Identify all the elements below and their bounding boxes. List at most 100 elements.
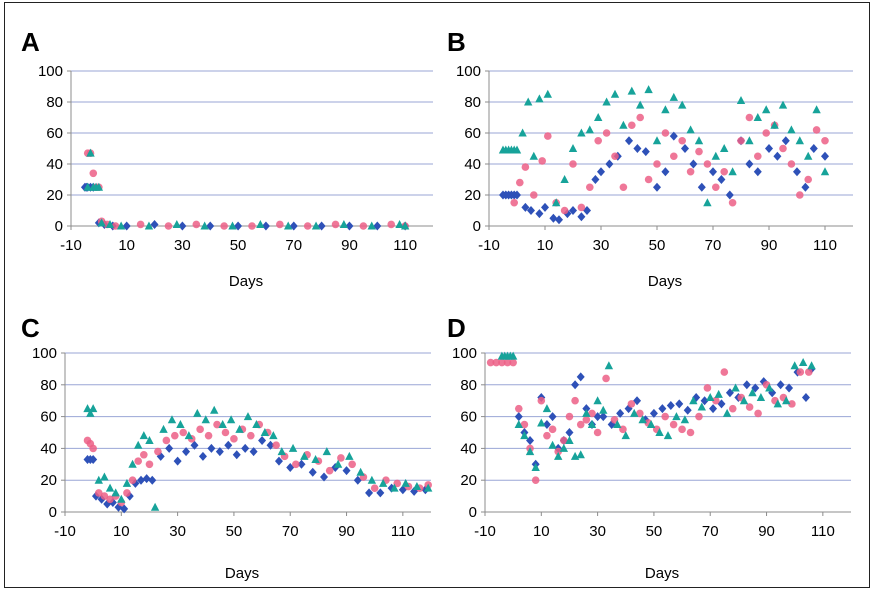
data-point-triangle	[542, 404, 552, 413]
data-point-triangle	[86, 408, 95, 417]
data-point-circle	[619, 183, 628, 192]
data-point-circle	[213, 420, 221, 429]
data-point-triangle	[714, 389, 723, 398]
data-point-triangle	[243, 412, 253, 421]
data-point-circle	[678, 136, 686, 145]
data-point-triangle	[689, 396, 698, 405]
data-point-triangle	[655, 428, 664, 436]
y-tick-label: 20	[40, 472, 57, 489]
data-point-triangle	[311, 455, 320, 464]
data-point-circle	[276, 220, 284, 229]
y-tick-label: 60	[464, 125, 481, 142]
data-point-diamond	[317, 221, 326, 231]
data-point-diamond	[165, 443, 174, 453]
data-point-diamond	[709, 404, 718, 414]
data-point-circle	[788, 400, 796, 408]
data-point-circle	[636, 113, 644, 122]
data-point-circle	[686, 428, 695, 437]
data-point-circle	[106, 495, 114, 504]
x-tick-label: 70	[285, 237, 302, 254]
x-tick-label: 10	[537, 237, 554, 254]
panel-b: B 0 20 40 60 80 100 -10 10 30 50 70 90 110 Days	[447, 27, 853, 290]
data-point-triangle	[762, 105, 771, 114]
x-tick-label: 70	[702, 523, 719, 540]
y-tick-label: 100	[456, 63, 481, 80]
data-point-triangle	[537, 418, 546, 427]
data-point-diamond	[178, 221, 187, 231]
data-point-triangle	[288, 443, 298, 452]
data-point-diamond	[599, 412, 608, 422]
data-point-diamond	[120, 504, 129, 514]
data-point-triangle	[529, 151, 538, 160]
data-point-circle	[359, 222, 368, 230]
data-point-circle	[171, 431, 179, 440]
data-point-circle	[94, 489, 103, 497]
data-point-diamond	[548, 412, 557, 422]
data-point-diamond	[683, 405, 692, 415]
y-tick-label: 80	[46, 94, 63, 111]
data-point-triangle	[145, 435, 154, 444]
data-point-triangle	[122, 478, 132, 487]
data-point-triangle	[524, 97, 533, 106]
data-point-circle	[745, 113, 754, 122]
data-point-circle	[89, 169, 98, 178]
data-point-triangle	[630, 408, 639, 417]
data-point-circle	[754, 152, 762, 161]
x-tick-label: -10	[474, 523, 496, 540]
data-point-circle	[192, 220, 201, 229]
y-tick-label: 20	[464, 187, 481, 204]
data-point-circle	[123, 489, 131, 497]
data-point-circle	[370, 484, 379, 492]
data-point-triangle	[568, 144, 578, 152]
data-point-circle	[140, 450, 148, 459]
data-point-triangle	[512, 145, 522, 154]
data-point-triangle	[582, 408, 591, 417]
data-point-triangle	[812, 105, 821, 114]
data-point-circle	[669, 420, 678, 429]
data-point-circle	[543, 431, 551, 440]
data-point-triangle	[790, 361, 799, 370]
data-point-circle	[762, 129, 770, 137]
data-point-circle	[521, 163, 530, 171]
panel-d: D 0 20 40 60 80 100 -10 10 30 50 70 90 110 Days	[447, 313, 851, 582]
data-point-diamond	[150, 219, 159, 229]
data-point-circle	[754, 409, 762, 418]
x-tick-label: 110	[391, 523, 415, 540]
data-point-diamond	[793, 167, 801, 177]
data-point-circle	[510, 198, 518, 207]
data-point-triangle	[508, 351, 518, 360]
data-point-circle	[627, 400, 636, 408]
data-point-diamond	[753, 167, 762, 177]
x-tick-label: 10	[533, 523, 550, 540]
data-point-circle	[821, 136, 829, 145]
y-tick-label: 20	[46, 187, 63, 204]
data-point-circle	[720, 167, 728, 176]
data-point-triangle	[269, 431, 278, 440]
data-point-triangle	[722, 408, 732, 417]
data-point-circle	[804, 175, 812, 184]
x-axis-label: Days	[225, 565, 259, 582]
data-point-triangle	[105, 219, 115, 228]
data-point-circle	[220, 222, 228, 230]
data-point-circle	[582, 415, 591, 424]
data-point-diamond	[527, 206, 535, 215]
data-point-triangle	[252, 420, 261, 429]
y-tick-label: 0	[473, 218, 481, 235]
data-point-circle	[812, 126, 821, 134]
data-point-diamond	[666, 400, 675, 410]
y-tick-label: 40	[464, 156, 481, 173]
data-point-circle	[503, 358, 512, 367]
data-point-triangle	[150, 502, 160, 511]
data-point-triangle	[711, 151, 720, 160]
data-point-diamond	[258, 435, 267, 445]
panel-letter: A	[21, 27, 40, 57]
y-tick-label: 40	[460, 440, 477, 457]
x-tick-label: 30	[589, 523, 606, 540]
data-point-triangle	[201, 415, 210, 424]
x-tick-label: 30	[593, 237, 610, 254]
data-point-diamond	[801, 182, 810, 192]
panel-a: A 0 20 40 60 80 100 -10 10 30 50 70 90 110 Days	[21, 27, 433, 290]
data-point-circle	[796, 191, 804, 199]
data-point-circle	[576, 420, 585, 429]
y-tick-label: 60	[460, 409, 477, 426]
